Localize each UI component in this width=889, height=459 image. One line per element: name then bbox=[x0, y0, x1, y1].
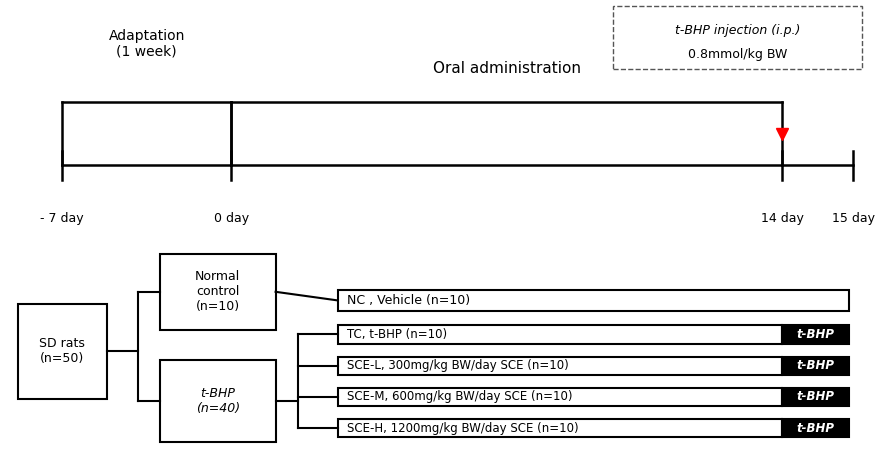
Text: NC , Vehicle (n=10): NC , Vehicle (n=10) bbox=[347, 294, 469, 307]
Bar bbox=[338, 388, 782, 406]
Bar bbox=[782, 388, 849, 406]
Text: SD rats
(n=50): SD rats (n=50) bbox=[39, 337, 85, 365]
Bar bbox=[782, 325, 849, 344]
Bar bbox=[782, 357, 849, 375]
Text: t-BHP: t-BHP bbox=[797, 328, 835, 341]
Bar bbox=[338, 357, 782, 375]
Bar bbox=[160, 254, 276, 330]
FancyBboxPatch shape bbox=[613, 6, 862, 69]
Bar bbox=[338, 325, 782, 344]
Text: t-BHP: t-BHP bbox=[797, 391, 835, 403]
Text: TC, t-BHP (n=10): TC, t-BHP (n=10) bbox=[347, 328, 447, 341]
Text: 0 day: 0 day bbox=[213, 213, 249, 225]
Text: Normal
control
(n=10): Normal control (n=10) bbox=[196, 270, 240, 313]
Text: t-BHP: t-BHP bbox=[797, 422, 835, 435]
Bar bbox=[18, 304, 107, 398]
Text: 0.8mmol/kg BW: 0.8mmol/kg BW bbox=[688, 48, 788, 61]
Text: SCE-M, 600mg/kg BW/day SCE (n=10): SCE-M, 600mg/kg BW/day SCE (n=10) bbox=[347, 391, 573, 403]
Text: Oral administration: Oral administration bbox=[433, 61, 581, 76]
Text: t-BHP injection (i.p.): t-BHP injection (i.p.) bbox=[675, 24, 801, 37]
Bar bbox=[338, 290, 849, 311]
Text: SCE-L, 300mg/kg BW/day SCE (n=10): SCE-L, 300mg/kg BW/day SCE (n=10) bbox=[347, 359, 568, 372]
Text: Adaptation
(1 week): Adaptation (1 week) bbox=[108, 29, 185, 59]
Text: 14 day: 14 day bbox=[761, 213, 804, 225]
Text: t-BHP
(n=40): t-BHP (n=40) bbox=[196, 387, 240, 415]
Text: t-BHP: t-BHP bbox=[797, 359, 835, 372]
Bar bbox=[338, 419, 782, 437]
Bar bbox=[160, 360, 276, 442]
Text: SCE-H, 1200mg/kg BW/day SCE (n=10): SCE-H, 1200mg/kg BW/day SCE (n=10) bbox=[347, 422, 579, 435]
Bar bbox=[782, 419, 849, 437]
Text: 15 day: 15 day bbox=[832, 213, 875, 225]
Text: - 7 day: - 7 day bbox=[40, 213, 84, 225]
